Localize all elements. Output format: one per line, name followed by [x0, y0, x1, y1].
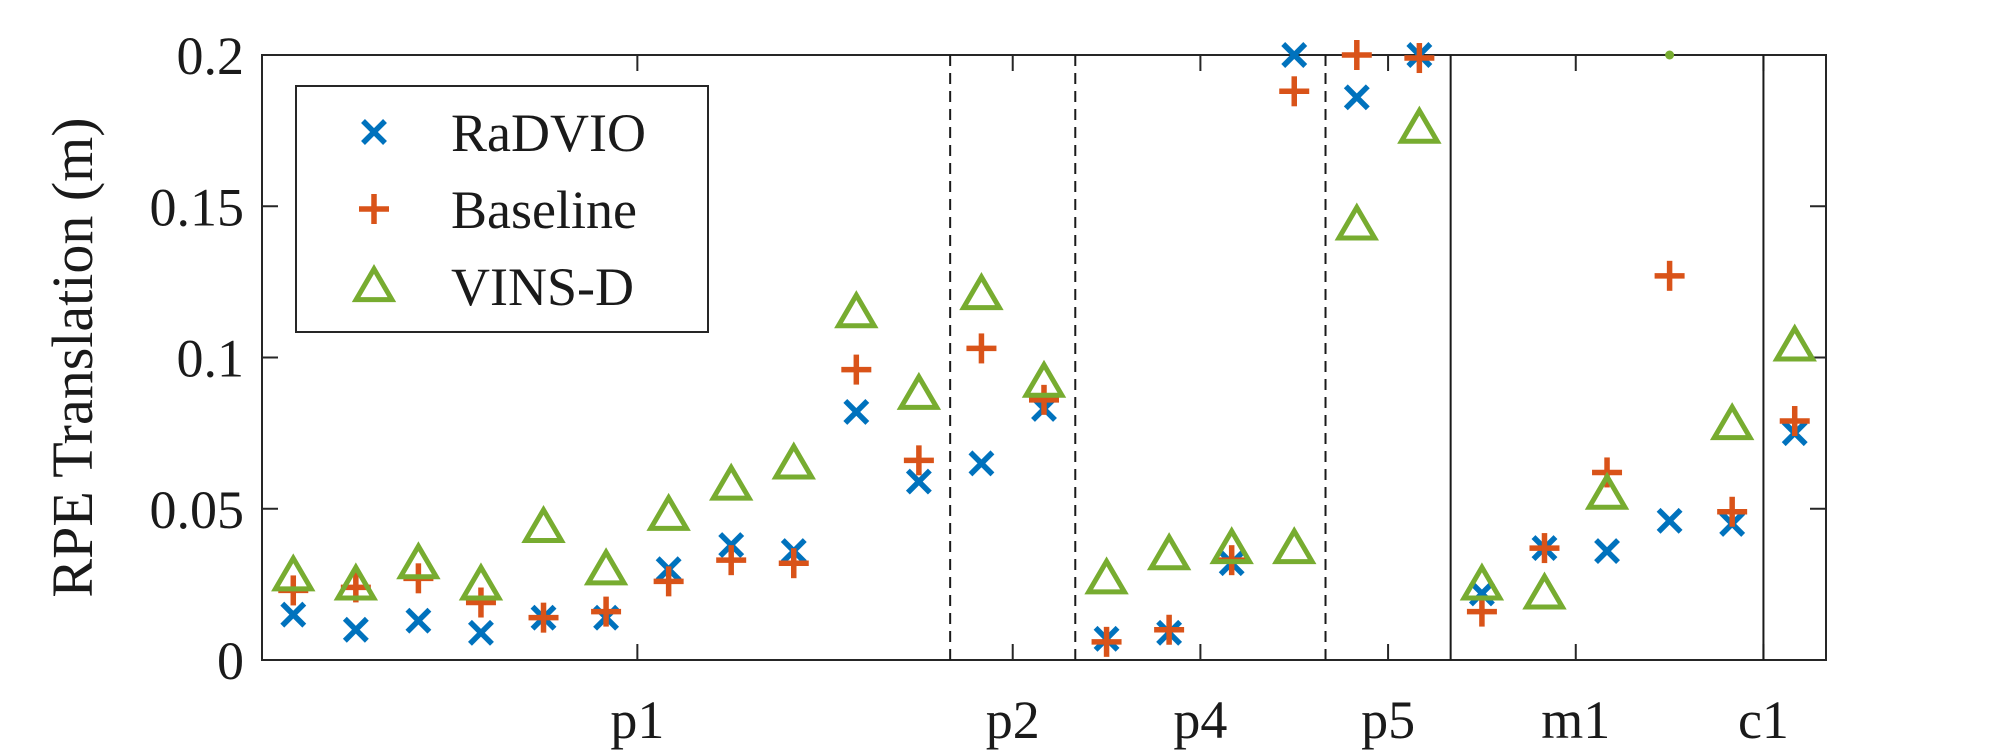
point-Baseline-15 [1154, 614, 1185, 645]
point-RaDVIO-10 [843, 399, 870, 425]
y-tick-label: 0.1 [177, 329, 245, 389]
point-VINS-D-15 [1146, 532, 1192, 571]
point-VINS-D-5 [521, 504, 566, 543]
point-VINS-D-25 [1772, 323, 1817, 362]
point-VINS-D-14 [1084, 556, 1129, 595]
point-RaDVIO-8 [718, 532, 745, 558]
point-Baseline-7 [653, 566, 684, 597]
x-group-label-m1: m1 [1541, 690, 1610, 750]
point-RaDVIO-1 [280, 601, 307, 628]
point-VINS-D-9 [771, 441, 816, 480]
axis-labels: 0 0.05 0.1 0.15 0.2 p1 p2 p4 p5 m1 c1 RPE Translati… [40, 26, 1789, 750]
data-marks [271, 40, 1817, 657]
point-RaDVIO-22 [1594, 538, 1620, 565]
x-group-label-p4: p4 [1173, 690, 1227, 750]
y-tick-label: 0.15 [150, 177, 245, 237]
point-RaDVIO-23 [1656, 507, 1683, 534]
y-tick-label: 0 [217, 631, 244, 691]
point-RaDVIO-20 [1468, 580, 1495, 607]
point-VINS-D-10 [834, 290, 879, 329]
point-VINS-D-11 [896, 371, 942, 410]
group-separators [949, 55, 1765, 660]
legend-marker-VINS-D [351, 264, 397, 303]
x-group-label-p2: p2 [986, 690, 1040, 750]
point-Baseline-18 [1341, 40, 1372, 70]
point-Baseline-5 [528, 602, 559, 633]
point-VINS-D-24 [1709, 402, 1755, 441]
point-VINS-D-7 [646, 492, 691, 531]
legend: RaDVIO Baseline VINS-D [295, 85, 709, 333]
point-Baseline-6 [591, 596, 622, 627]
y-tick-label: 0.05 [150, 480, 245, 540]
point-Baseline-20 [1466, 596, 1497, 627]
legend-label-VINS-D: VINS-D [451, 257, 634, 317]
point-Baseline-8 [716, 545, 747, 576]
x-group-label-p5: p5 [1361, 690, 1415, 750]
point-Baseline-14 [1091, 626, 1122, 657]
point-RaDVIO-3 [405, 607, 432, 634]
legend-marker-RaDVIO [361, 119, 387, 145]
point-Baseline-21 [1529, 533, 1560, 564]
point-VINS-D-18 [1334, 202, 1380, 241]
point-RaDVIO-17 [1281, 42, 1308, 68]
series-VINS-D [271, 50, 1817, 610]
legend-label-Baseline: Baseline [451, 180, 637, 240]
point-Baseline-9 [778, 548, 809, 579]
point-RaDVIO-2 [342, 616, 369, 643]
point-VINS-D-6 [583, 547, 629, 586]
point-VINS-D-21 [1522, 571, 1567, 610]
point-Baseline-17 [1279, 76, 1310, 107]
y-axis-label: RPE Translation (m) [40, 117, 105, 597]
point-Baseline-24 [1717, 496, 1748, 527]
point-Baseline-25 [1779, 406, 1810, 437]
point-Baseline-12 [966, 333, 997, 364]
point-Baseline-19 [1404, 43, 1435, 74]
legend-marker-Baseline [359, 194, 389, 224]
point-Baseline-11 [903, 445, 934, 476]
x-group-label-p1: p1 [610, 690, 664, 750]
point-VINS-D-23 [1665, 50, 1675, 60]
point-Baseline-23 [1654, 260, 1685, 291]
point-VINS-D-13 [1021, 359, 1067, 398]
point-Baseline-13 [1029, 384, 1059, 415]
point-RaDVIO-11 [905, 468, 932, 495]
y-tick-label: 0.2 [177, 26, 245, 86]
point-VINS-D-2 [333, 562, 379, 601]
point-VINS-D-3 [396, 541, 441, 580]
point-VINS-D-22 [1584, 471, 1630, 510]
point-VINS-D-1 [271, 553, 316, 592]
point-VINS-D-17 [1272, 526, 1317, 565]
point-RaDVIO-12 [968, 450, 995, 477]
point-RaDVIO-18 [1343, 84, 1370, 111]
point-VINS-D-16 [1209, 526, 1254, 565]
point-RaDVIO-4 [468, 619, 494, 646]
legend-label-RaDVIO: RaDVIO [451, 103, 646, 163]
point-VINS-D-19 [1397, 105, 1442, 144]
series-Baseline [278, 40, 1810, 657]
x-group-label-c1: c1 [1738, 690, 1789, 750]
point-VINS-D-8 [708, 462, 754, 501]
point-VINS-D-4 [458, 562, 504, 601]
point-VINS-D-12 [959, 272, 1004, 311]
point-Baseline-10 [841, 354, 872, 385]
point-VINS-D-20 [1459, 562, 1505, 601]
point-Baseline-4 [465, 587, 496, 618]
